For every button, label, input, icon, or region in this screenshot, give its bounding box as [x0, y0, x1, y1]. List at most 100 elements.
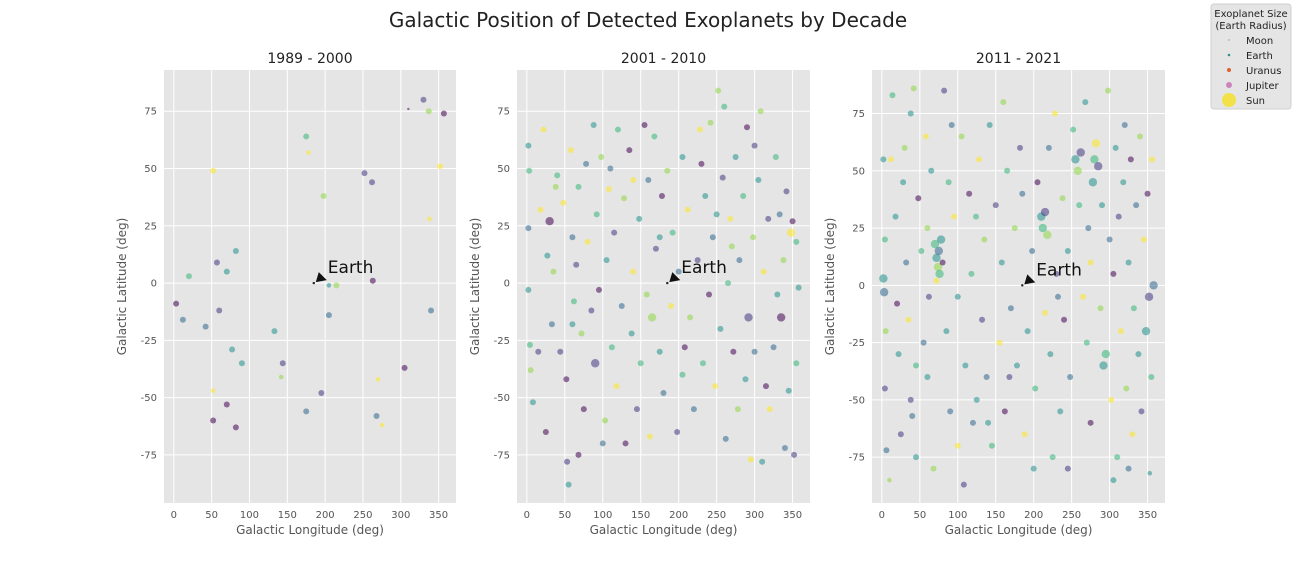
exoplanet-point	[943, 328, 950, 335]
x-tick-label: 350	[783, 510, 802, 521]
exoplanet-point	[656, 234, 663, 241]
exoplanet-point	[318, 390, 325, 397]
exoplanet-point	[986, 121, 993, 128]
exoplanet-point	[930, 239, 940, 249]
subplot-2011-2021: 0 50 100 150 200 250 300 350 -75 -50 -25 0 25 50 75 Ear…	[823, 51, 1165, 537]
exoplanet-point	[1123, 385, 1130, 392]
exoplanet-point	[707, 119, 714, 126]
exoplanet-point	[909, 412, 916, 419]
exoplanet-point	[988, 442, 995, 449]
x-tick-label: 250	[1062, 510, 1081, 521]
subplot-title: 2011 - 2021	[976, 51, 1061, 67]
exoplanet-point	[1144, 292, 1154, 302]
exoplanet-point	[712, 383, 719, 390]
exoplanet-point	[1087, 259, 1094, 266]
exoplanet-point	[614, 126, 621, 133]
exoplanet-point	[1053, 270, 1060, 277]
exoplanet-point	[674, 428, 681, 435]
exoplanet-point	[179, 316, 186, 323]
exoplanet-point	[786, 228, 796, 237]
exoplanet-point	[882, 328, 889, 335]
x-tick-label: 150	[631, 510, 650, 521]
x-tick-label: 50	[558, 510, 571, 521]
exoplanet-point	[947, 408, 954, 415]
legend-title-line2: (Earth Radius)	[1215, 21, 1286, 32]
exoplanet-point	[584, 238, 591, 245]
exoplanet-point	[525, 286, 532, 293]
x-tick-label: 250	[707, 510, 726, 521]
exoplanet-point	[730, 348, 737, 355]
exoplanet-point	[622, 440, 629, 447]
exoplanet-point	[1085, 225, 1092, 232]
exoplanet-point	[719, 174, 726, 181]
exoplanet-point	[1057, 408, 1064, 415]
exoplanet-point	[621, 195, 628, 202]
exoplanet-point	[560, 199, 567, 206]
exoplanet-point	[760, 268, 767, 275]
exoplanet-point	[905, 316, 912, 323]
exoplanet-point	[575, 451, 582, 458]
exoplanet-point	[550, 268, 557, 275]
exoplanet-point	[570, 298, 577, 305]
legend-label-jupiter: Jupiter	[1245, 81, 1279, 92]
exoplanet-point	[575, 183, 582, 190]
exoplanet-point	[1000, 99, 1007, 106]
exoplanet-point	[1011, 225, 1018, 232]
exoplanet-point	[751, 142, 758, 149]
exoplanet-point	[1136, 133, 1143, 140]
exoplanet-point	[1029, 247, 1036, 254]
exoplanet-point	[1032, 385, 1039, 392]
x-tick-label: 200	[1024, 510, 1043, 521]
exoplanet-point	[223, 401, 230, 408]
exoplanet-point	[646, 433, 653, 440]
exoplanet-point	[913, 362, 920, 369]
legend-entries: Moon Earth Uranus Jupiter Sun	[1222, 36, 1281, 107]
exoplanet-point	[962, 362, 969, 369]
exoplanet-point	[525, 142, 532, 149]
exoplanet-point	[278, 374, 284, 380]
x-axis-label: Galactic Longitude (deg)	[590, 523, 738, 537]
y-tick-label: -75	[849, 453, 865, 464]
exoplanet-point	[892, 213, 899, 220]
exoplanet-point	[573, 261, 580, 268]
exoplanet-point	[992, 202, 999, 209]
exoplanet-point	[1013, 362, 1020, 369]
exoplanet-point	[333, 282, 340, 289]
exoplanet-point	[1045, 144, 1052, 151]
subplot-title: 1989 - 2000	[267, 51, 352, 67]
exoplanet-point	[1098, 202, 1105, 209]
exoplanet-point	[879, 274, 888, 283]
y-axis-label: Galactic Latitude (deg)	[823, 218, 837, 356]
exoplanet-point	[791, 451, 798, 458]
x-tick-label: 300	[745, 510, 764, 521]
exoplanet-point	[223, 268, 230, 275]
earth-annotation: Earth	[681, 258, 727, 278]
exoplanet-point	[1047, 351, 1054, 358]
exoplanet-point	[1106, 236, 1113, 243]
exoplanet-point	[271, 328, 278, 335]
exoplanet-point	[721, 103, 728, 110]
exoplanet-point	[1001, 408, 1008, 415]
exoplanet-point	[1038, 223, 1047, 233]
exoplanet-point	[569, 234, 576, 241]
exoplanet-point	[924, 373, 931, 380]
exoplanet-point	[1117, 328, 1124, 335]
x-tick-label: 0	[524, 510, 530, 521]
x-tick-label: 50	[913, 510, 926, 521]
plot-area	[164, 70, 456, 503]
exoplanet-point	[968, 270, 975, 277]
plot-area	[517, 70, 810, 503]
exoplanet-point	[420, 96, 427, 103]
exoplanet-point	[881, 236, 888, 243]
exoplanet-point	[565, 481, 572, 488]
exoplanet-point	[1149, 281, 1158, 290]
exoplanet-point	[608, 344, 615, 351]
earth-marker	[666, 281, 669, 285]
exoplanet-point	[922, 133, 929, 140]
x-tick-label: 100	[240, 510, 259, 521]
exoplanet-point	[232, 247, 239, 254]
x-tick-label: 150	[278, 510, 297, 521]
exoplanet-point	[652, 245, 659, 252]
exoplanet-point	[781, 445, 788, 452]
exoplanet-point	[1115, 213, 1122, 220]
